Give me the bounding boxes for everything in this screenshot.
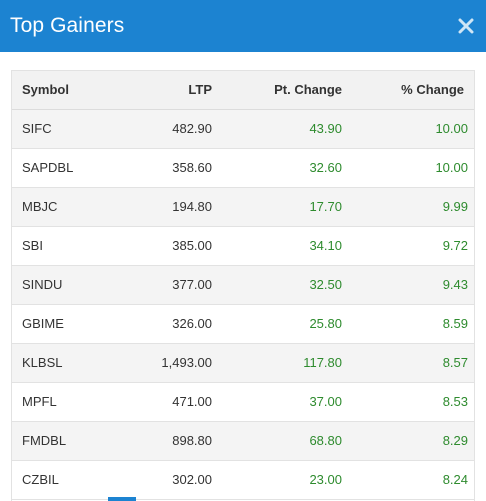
ltp-cell: 385.00: [124, 226, 222, 266]
table-row[interactable]: SIFC 482.90 43.90 10.00: [12, 109, 474, 149]
close-icon: [458, 18, 474, 34]
column-header-pt-change[interactable]: Pt. Change: [222, 71, 352, 110]
symbol-cell: FMDBL: [12, 421, 124, 461]
table-row[interactable]: SINDU 377.00 32.50 9.43: [12, 265, 474, 305]
table-row[interactable]: MPFL 471.00 37.00 8.53: [12, 382, 474, 422]
pct-change-cell: 10.00: [352, 148, 474, 188]
ltp-cell: 471.00: [124, 382, 222, 422]
table-row[interactable]: SBI 385.00 34.10 9.72: [12, 226, 474, 266]
ltp-cell: 1,493.00: [124, 343, 222, 383]
pt-change-cell: 34.10: [222, 226, 352, 266]
symbol-cell: CZBIL: [12, 460, 124, 500]
symbol-cell: MBJC: [12, 187, 124, 227]
column-header-ltp[interactable]: LTP: [124, 71, 222, 110]
ltp-cell: 194.80: [124, 187, 222, 227]
gainers-table-container[interactable]: Symbol LTP Pt. Change % Change SIFC 482.9…: [11, 70, 475, 501]
ltp-cell: 377.00: [124, 265, 222, 305]
pct-change-cell: 9.72: [352, 226, 474, 266]
symbol-cell: SINDU: [12, 265, 124, 305]
close-button[interactable]: [456, 16, 476, 36]
pt-change-cell: 32.50: [222, 265, 352, 305]
pct-change-cell: 9.99: [352, 187, 474, 227]
ltp-cell: 898.80: [124, 421, 222, 461]
pt-change-cell: 23.00: [222, 460, 352, 500]
column-header-pct-change[interactable]: % Change: [352, 71, 474, 110]
table-header-row: Symbol LTP Pt. Change % Change: [12, 71, 474, 110]
pct-change-cell: 8.59: [352, 304, 474, 344]
pct-change-cell: 8.57: [352, 343, 474, 383]
pt-change-cell: 68.80: [222, 421, 352, 461]
pct-change-cell: 8.53: [352, 382, 474, 422]
pt-change-cell: 32.60: [222, 148, 352, 188]
symbol-cell: MPFL: [12, 382, 124, 422]
ltp-cell: 482.90: [124, 109, 222, 149]
scroll-indicator[interactable]: [108, 497, 136, 501]
table-row[interactable]: FMDBL 898.80 68.80 8.29: [12, 421, 474, 461]
pct-change-cell: 9.43: [352, 265, 474, 305]
pt-change-cell: 43.90: [222, 109, 352, 149]
ltp-cell: 302.00: [124, 460, 222, 500]
column-header-symbol[interactable]: Symbol: [12, 71, 124, 110]
pct-change-cell: 8.24: [352, 460, 474, 500]
table-row[interactable]: CZBIL 302.00 23.00 8.24: [12, 460, 474, 500]
pt-change-cell: 17.70: [222, 187, 352, 227]
modal-header: Top Gainers: [0, 0, 486, 52]
gainers-table: Symbol LTP Pt. Change % Change SIFC 482.9…: [12, 71, 474, 500]
pt-change-cell: 25.80: [222, 304, 352, 344]
table-row[interactable]: KLBSL 1,493.00 117.80 8.57: [12, 343, 474, 383]
symbol-cell: SIFC: [12, 109, 124, 149]
ltp-cell: 358.60: [124, 148, 222, 188]
pt-change-cell: 37.00: [222, 382, 352, 422]
symbol-cell: GBIME: [12, 304, 124, 344]
table-row[interactable]: SAPDBL 358.60 32.60 10.00: [12, 148, 474, 188]
table-row[interactable]: GBIME 326.00 25.80 8.59: [12, 304, 474, 344]
ltp-cell: 326.00: [124, 304, 222, 344]
pct-change-cell: 10.00: [352, 109, 474, 149]
symbol-cell: SAPDBL: [12, 148, 124, 188]
table-row[interactable]: MBJC 194.80 17.70 9.99: [12, 187, 474, 227]
symbol-cell: SBI: [12, 226, 124, 266]
modal-title: Top Gainers: [10, 14, 125, 37]
pt-change-cell: 117.80: [222, 343, 352, 383]
pct-change-cell: 8.29: [352, 421, 474, 461]
symbol-cell: KLBSL: [12, 343, 124, 383]
